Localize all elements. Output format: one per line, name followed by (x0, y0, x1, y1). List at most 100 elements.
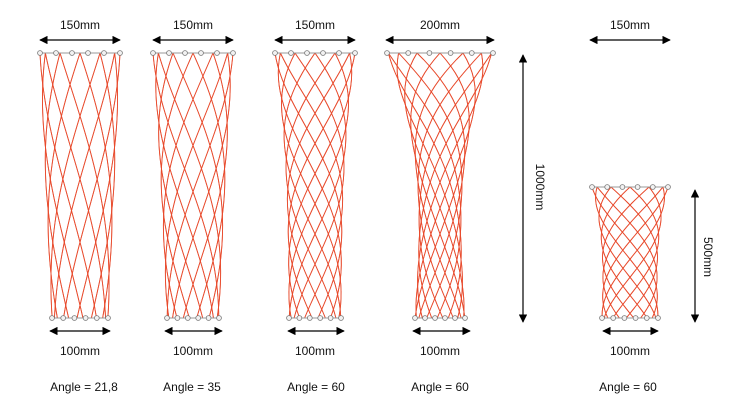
top-width-label-4: 200mm (419, 18, 461, 32)
lattice-member-3 (288, 52, 349, 319)
node-3 (304, 50, 310, 56)
lattice-member-3 (285, 52, 337, 319)
top-width-label-3: 150mm (294, 18, 336, 32)
lattice-member-4 (404, 52, 465, 319)
angle-caption-2: Angle = 35 (163, 380, 221, 394)
node-4 (405, 50, 412, 56)
node-2 (164, 315, 170, 321)
lattice-member-3 (288, 52, 347, 319)
node-1 (94, 315, 100, 321)
node-1 (53, 50, 59, 56)
node-4 (426, 50, 433, 56)
node-5 (655, 315, 661, 321)
node-2 (174, 315, 181, 321)
node-3 (336, 50, 342, 56)
lattice-member-4 (398, 52, 463, 319)
node-2 (214, 50, 220, 56)
node-5 (643, 315, 650, 321)
lattice-member-1 (90, 52, 116, 319)
lattice-member-2 (160, 52, 194, 319)
lattice-member-1 (42, 52, 84, 319)
node-1 (69, 50, 75, 56)
lattice-member-5 (598, 186, 657, 319)
lattice-member-5 (610, 186, 658, 319)
lattice-member-2 (172, 52, 224, 319)
node-3 (286, 315, 292, 321)
node-4 (462, 315, 468, 321)
height-label-1000: 1000mm (533, 163, 547, 211)
lattice-member-1 (76, 52, 118, 319)
bottom-width-label-1: 100mm (59, 344, 101, 358)
lattice-member-4 (415, 52, 476, 319)
node-4 (447, 50, 454, 56)
node-3 (296, 315, 303, 321)
node-4 (490, 50, 496, 56)
node-2 (182, 50, 188, 56)
node-4 (384, 50, 390, 56)
lattice-member-4 (417, 52, 484, 319)
node-3 (327, 315, 334, 321)
lattice-member-5 (591, 186, 658, 319)
top-width-label-2: 150mm (172, 18, 214, 32)
lattice-member-5 (595, 186, 659, 319)
top-width-label-5: 150mm (609, 18, 651, 32)
lattice-member-3 (281, 52, 342, 319)
node-2 (198, 50, 204, 56)
node-5 (589, 184, 595, 190)
node-5 (604, 184, 610, 190)
node-1 (82, 315, 89, 321)
node-1 (101, 50, 107, 56)
node-3 (306, 315, 313, 321)
lattice-member-4 (410, 52, 466, 319)
lattice-member-2 (166, 52, 234, 319)
lattice-member-1 (44, 52, 107, 319)
bottom-width-label-3: 100mm (294, 344, 336, 358)
lattice-member-1 (59, 52, 110, 319)
lattice-member-1 (39, 52, 97, 319)
lattice-member-2 (155, 52, 214, 319)
lattice-member-3 (274, 52, 343, 319)
node-5 (632, 315, 639, 321)
lattice-member-5 (601, 186, 665, 319)
bottom-width-label-4: 100mm (419, 344, 461, 358)
lattice-member-3 (287, 52, 356, 319)
lattice-member-3 (288, 52, 349, 319)
node-3 (320, 50, 326, 56)
lattice-member-3 (283, 52, 342, 319)
lattice-member-2 (152, 52, 220, 319)
node-4 (452, 315, 458, 321)
node-4 (442, 315, 448, 321)
node-2 (195, 315, 202, 321)
lattice-member-1 (47, 52, 81, 319)
node-5 (649, 184, 656, 190)
lattice-member-4 (418, 52, 493, 319)
lattice-member-4 (387, 52, 462, 319)
node-5 (599, 315, 605, 321)
lattice-member-4 (396, 52, 463, 319)
node-4 (412, 315, 418, 321)
lattice-member-1 (79, 52, 113, 319)
lattice-member-5 (596, 186, 658, 319)
node-2 (150, 50, 156, 56)
node-2 (216, 315, 222, 321)
lattice-member-2 (162, 52, 214, 319)
lattice-member-1 (44, 52, 70, 319)
lattice-member-1 (53, 52, 116, 319)
node-3 (288, 50, 294, 56)
node-1 (37, 50, 43, 56)
lattice-member-5 (602, 186, 669, 319)
lattice-member-2 (182, 52, 228, 319)
node-2 (185, 315, 191, 321)
node-1 (117, 50, 123, 56)
lattice-member-3 (286, 52, 351, 319)
bottom-width-label-2: 100mm (172, 344, 214, 358)
node-5 (665, 184, 671, 190)
lattice-member-4 (414, 52, 464, 319)
node-5 (610, 315, 616, 321)
lattice-member-4 (416, 52, 466, 319)
lattice-member-3 (281, 52, 342, 319)
angle-caption-1: Angle = 21,8 (50, 380, 118, 394)
lattice-member-3 (293, 52, 345, 319)
node-5 (619, 184, 626, 190)
